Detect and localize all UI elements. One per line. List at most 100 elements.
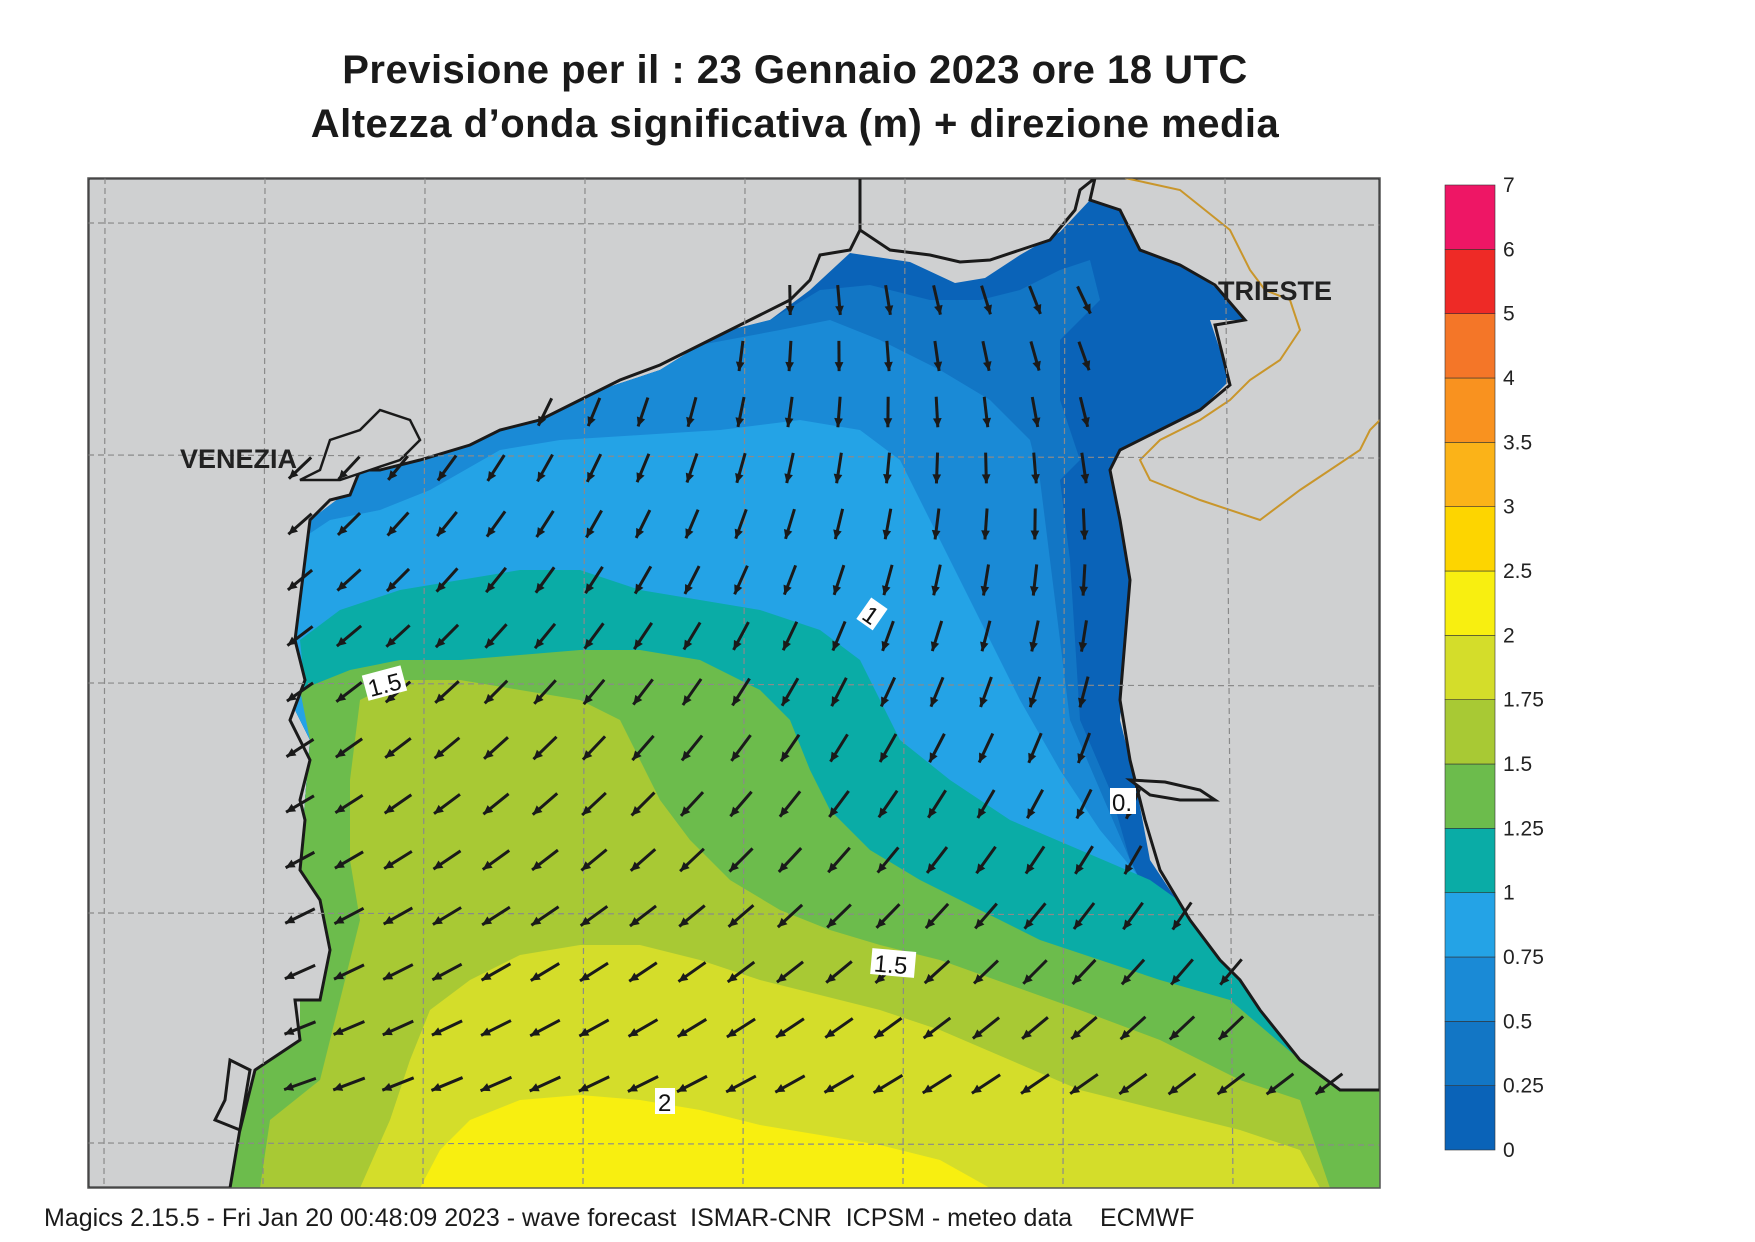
direction-arrow-head (1077, 753, 1086, 764)
direction-arrow-head (976, 863, 986, 874)
direction-arrow-head (783, 584, 792, 595)
direction-arrow-head (776, 973, 787, 983)
direction-arrow-head (431, 1082, 442, 1092)
direction-arrow-head (1121, 974, 1132, 985)
direction-arrow-head (983, 304, 992, 315)
colorbar-tick-label: 1.5 (1503, 753, 1532, 776)
direction-arrow-head (878, 807, 888, 818)
direction-arrow-head (977, 807, 987, 818)
sea-band-2-2.5 (420, 1095, 990, 1188)
colorbar-tick-label: 1.25 (1503, 817, 1544, 840)
colorbar-tick-label: 7 (1503, 174, 1515, 197)
colorbar-swatch (1444, 956, 1496, 1022)
direction-arrow-head (628, 1028, 639, 1037)
direction-arrow-head (881, 640, 890, 651)
direction-arrow-head (484, 749, 494, 759)
direction-arrow-head (484, 693, 495, 704)
direction-arrow-head (485, 638, 495, 648)
direction-arrow-head (632, 750, 642, 761)
direction-arrow-head (487, 471, 497, 481)
direction-arrow-head (1218, 1030, 1229, 1040)
direction-arrow-head (981, 474, 991, 484)
direction-arrow-head (825, 1028, 836, 1038)
direction-arrow-head (680, 806, 691, 816)
direction-arrow-head (433, 860, 444, 870)
colorbar-swatch (1444, 1085, 1496, 1151)
direction-arrow-head (972, 1029, 983, 1039)
direction-arrow-head (385, 748, 396, 758)
direction-arrow-head (434, 804, 444, 814)
direction-arrow-head (784, 417, 794, 428)
direction-arrow-head (980, 641, 989, 652)
direction-arrow-head (1172, 919, 1182, 930)
direction-arrow-head (1120, 1029, 1131, 1040)
direction-arrow-head (636, 527, 645, 538)
colorbar-tick-label: 3 (1503, 496, 1515, 519)
direction-arrow-head (1078, 642, 1088, 652)
direction-arrow-head (436, 582, 446, 592)
direction-arrow-head (1073, 919, 1083, 930)
place-label-trieste: TRIESTE (1218, 276, 1332, 306)
direction-arrow-head (832, 640, 841, 651)
direction-arrow-head (631, 806, 642, 816)
colorbar-swatch (1444, 828, 1496, 893)
direction-arrow-head (923, 1029, 934, 1039)
colorbar-swatch (1444, 249, 1496, 314)
direction-arrow-head (829, 807, 839, 817)
direction-arrow-head (831, 696, 840, 707)
colorbar-tick-label: 3.5 (1503, 431, 1532, 454)
direction-arrow-head (677, 1028, 688, 1037)
direction-arrow-head (1220, 974, 1230, 985)
direction-arrow-head (535, 582, 545, 593)
direction-arrow-head (1075, 863, 1084, 874)
direction-arrow-head (1025, 863, 1035, 874)
colorbar-tick-label: 1 (1503, 882, 1515, 905)
direction-arrow-head (834, 362, 844, 372)
colorbar-tick-label: 0.25 (1503, 1075, 1544, 1098)
direction-arrow-head (925, 918, 936, 929)
colorbar-swatch (1444, 377, 1496, 443)
direction-arrow-head (979, 697, 988, 707)
direction-arrow-head (679, 917, 689, 927)
direction-arrow-head (1076, 808, 1085, 819)
direction-arrow-head (683, 639, 693, 650)
colorbar-swatch (1444, 506, 1496, 572)
direction-arrow-head (929, 752, 938, 763)
direction-arrow-head (437, 470, 447, 481)
direction-arrow-head (733, 639, 742, 650)
contour-label: 2 (658, 1090, 671, 1117)
direction-arrow-head (432, 916, 443, 925)
direction-arrow-head (481, 1027, 492, 1036)
direction-arrow-head (633, 694, 643, 705)
direction-arrow-head (1028, 697, 1038, 708)
direction-arrow-head (931, 529, 941, 540)
direction-arrow-head (285, 859, 296, 868)
direction-arrow-head (579, 1027, 590, 1037)
colorbar-tick-label: 1.75 (1503, 689, 1544, 712)
direction-arrow-head (382, 1027, 393, 1036)
direction-arrow-head (971, 1084, 982, 1094)
direction-arrow-head (785, 361, 794, 372)
direction-arrow-head (824, 1084, 835, 1093)
direction-arrow-head (729, 862, 739, 872)
direction-arrow-head (1081, 417, 1090, 427)
direction-arrow-head (386, 637, 396, 647)
direction-arrow-head (777, 917, 788, 928)
direction-arrow-head (286, 803, 297, 813)
direction-arrow-head (1028, 752, 1037, 763)
direction-arrow-head (731, 751, 741, 761)
direction-arrow-head (627, 1083, 638, 1092)
direction-arrow-head (383, 971, 394, 980)
direction-arrow-head (833, 473, 843, 484)
colorbar-tick-label: 0 (1503, 1139, 1515, 1162)
direction-arrow-head (333, 1027, 344, 1036)
direction-arrow-head (387, 525, 397, 536)
direction-arrow-head (1081, 360, 1091, 371)
direction-arrow-head (580, 916, 591, 926)
direction-arrow-head (583, 694, 593, 705)
colorbar-swatch (1444, 184, 1496, 250)
direction-arrow-head (684, 583, 693, 594)
direction-arrow-head (686, 416, 695, 427)
direction-arrow-head (730, 806, 740, 817)
map-title: Previsione per il : 23 Gennaio 2023 ore … (342, 48, 1248, 92)
